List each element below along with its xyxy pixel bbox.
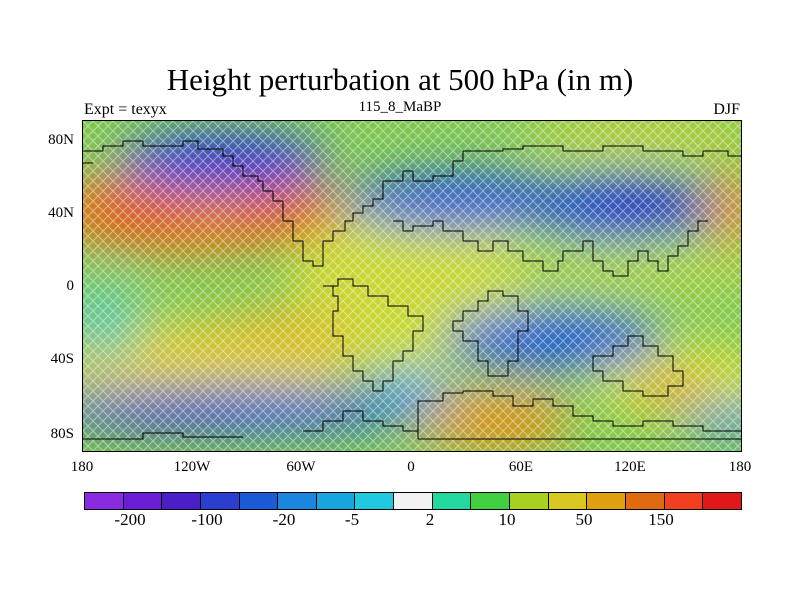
colorbar-swatch: [510, 493, 549, 509]
coastlines: [83, 140, 741, 440]
colorbar-swatch: [587, 493, 626, 509]
colorbar-swatch: [85, 493, 124, 509]
colorbar-swatch: [316, 493, 356, 509]
colorbar-swatch: [239, 493, 279, 509]
lat-tick-label: 0: [66, 278, 75, 294]
hatch-overlay: [83, 121, 741, 451]
lon-tick-label: 60W: [286, 459, 316, 475]
experiment-label: Expt = texyx: [84, 101, 167, 118]
colorbar-label: 150: [648, 510, 674, 529]
lon-tick-label: 180: [728, 459, 752, 475]
lat-tick-label: 80N: [48, 132, 74, 148]
colorbar-label: -20: [272, 510, 296, 529]
colorbar-label: -200: [114, 510, 146, 529]
height-perturbation-map: [83, 121, 741, 451]
colorbar-label: -100: [191, 510, 223, 529]
run-label: 115_8_MaBP: [358, 99, 442, 115]
colorbar: [84, 492, 742, 510]
map-title: Height perturbation at 500 hPa (in m): [166, 62, 634, 97]
colorbar-swatch: [200, 493, 240, 509]
lat-tick-label: 40S: [50, 351, 74, 367]
colorbar-swatch: [123, 493, 163, 509]
lon-tick-label: 180: [70, 459, 94, 475]
lat-tick-label: 40N: [48, 205, 74, 221]
colorbar-swatch: [355, 493, 395, 509]
lat-tick-label: 80S: [50, 426, 74, 442]
colorbar-swatch: [278, 493, 317, 509]
lon-tick-label: 120E: [614, 459, 646, 475]
colorbar-swatch: [162, 493, 201, 509]
colorbar-swatch: [548, 493, 588, 509]
map-plot-area: [82, 120, 742, 452]
colorbar-label: 2: [425, 510, 435, 529]
colorbar-swatch: [432, 493, 472, 509]
colorbar-swatch: [471, 493, 511, 509]
lon-tick-label: 60E: [508, 459, 534, 475]
lon-tick-label: 120W: [173, 459, 211, 475]
colorbar-label: 10: [498, 510, 516, 529]
colorbar-label: 50: [575, 510, 593, 529]
colorbar-swatch: [664, 493, 704, 509]
colorbar-swatch: [625, 493, 665, 509]
colorbar-label: -5: [344, 510, 360, 529]
colorbar-swatch: [394, 493, 433, 509]
season-label: DJF: [713, 101, 740, 118]
colorbar-swatch: [703, 493, 741, 509]
lon-tick-label: 0: [407, 459, 415, 475]
